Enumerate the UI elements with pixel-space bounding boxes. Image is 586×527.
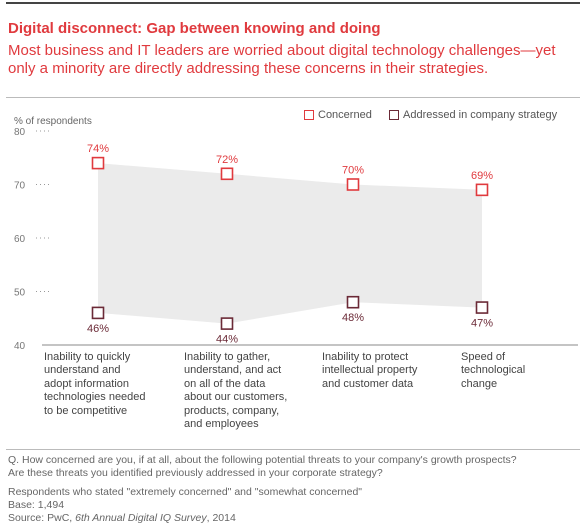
question-line-2: Are these threats you identified previou… <box>8 467 383 479</box>
addressed-value-label-3: 48% <box>342 312 364 324</box>
category-label-3: Inability to protect intellectual proper… <box>322 351 418 390</box>
y-tick-label-70: 70 <box>14 181 26 192</box>
concerned-point-1 <box>91 156 105 170</box>
category-label-4: Speed of technological change <box>461 351 526 390</box>
source-suffix: , 2014 <box>206 512 236 524</box>
gap-band <box>98 163 482 324</box>
question-line-1: Q. How concerned are you, if at all, abo… <box>8 454 517 466</box>
concerned-value-label-1: 74% <box>87 143 109 155</box>
addressed-point-2 <box>220 317 234 330</box>
addressed-value-label-1: 46% <box>87 323 109 335</box>
y-axis-label: % of respondents <box>14 116 92 127</box>
source-prefix: Source: PwC, <box>8 512 76 524</box>
chart-title: Digital disconnect: Gap between knowing … <box>8 20 381 37</box>
concerned-point-4 <box>475 183 489 197</box>
addressed-point-4 <box>475 301 489 314</box>
category-label-2: Inability to gather, understand, and act… <box>184 351 288 431</box>
chart-subtitle: Most business and IT leaders are worried… <box>8 42 556 77</box>
y-tick-label-50: 50 <box>14 288 26 299</box>
legend-concerned: Concerned <box>304 109 372 121</box>
addressed-value-label-4: 47% <box>471 318 493 330</box>
concerned-point-2 <box>220 167 234 181</box>
addressed-value-label-2: 44% <box>216 334 238 346</box>
title-rule <box>6 2 580 4</box>
addressed-point-1 <box>91 306 105 320</box>
header-divider <box>6 97 580 98</box>
source-title: 6th Annual Digital IQ Survey <box>75 512 207 524</box>
concerned-value-label-2: 72% <box>216 154 238 166</box>
category-label-1: Inability to quickly understand and adop… <box>44 351 146 417</box>
legend-addressed-label: Addressed in company strategy <box>403 109 558 121</box>
concerned-point-3 <box>346 178 360 191</box>
y-tick-label-60: 60 <box>14 234 26 245</box>
addressed-point-3 <box>346 295 360 309</box>
concerned-value-label-3: 70% <box>342 165 364 177</box>
legend-addressed-swatch <box>389 110 399 120</box>
footer-divider <box>6 449 580 450</box>
legend-concerned-label: Concerned <box>318 109 372 121</box>
source-note: Source: PwC, 6th Annual Digital IQ Surve… <box>8 512 236 525</box>
concerned-value-label-4: 69% <box>471 170 493 182</box>
legend-concerned-swatch <box>304 110 314 120</box>
legend-addressed: Addressed in company strategy <box>389 109 557 121</box>
y-tick-label-80: 80 <box>14 127 26 138</box>
y-tick-label-40: 40 <box>14 341 26 352</box>
respondents-note: Respondents who stated "extremely concer… <box>8 486 363 498</box>
base-note: Base: 1,494 <box>8 499 65 511</box>
